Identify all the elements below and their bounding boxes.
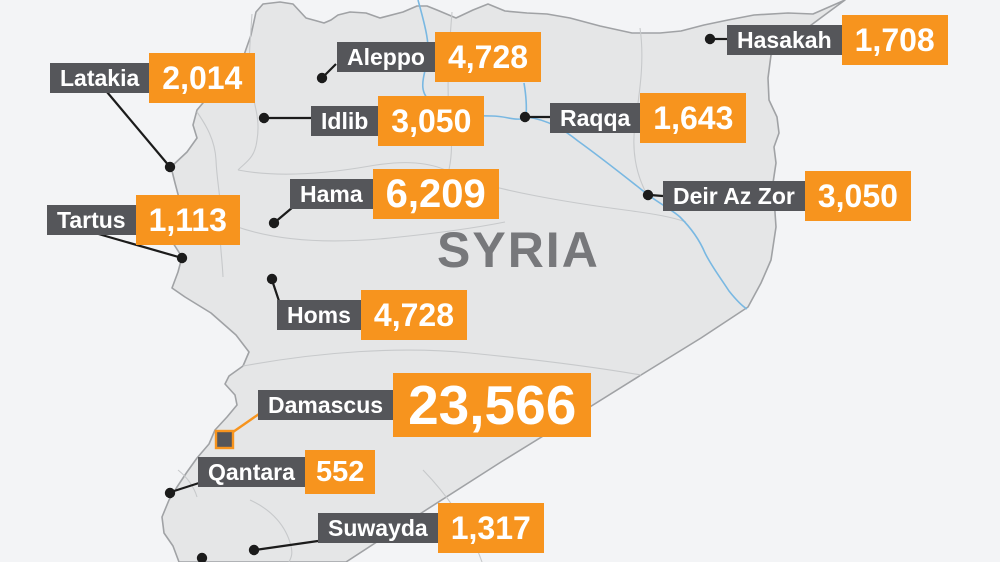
city-value: 6,209	[372, 169, 499, 219]
city-value: 1,708	[841, 15, 948, 65]
city-value: 23,566	[393, 373, 592, 437]
city-value: 1,113	[135, 195, 240, 245]
city-value: 552	[304, 450, 376, 494]
city-name: Latakia	[50, 63, 150, 93]
city-dot-deir-az-zor	[642, 189, 654, 201]
label-aleppo: Aleppo 4,728	[337, 32, 542, 82]
city-name: Idlib	[311, 106, 379, 136]
city-value: 1,643	[640, 93, 747, 143]
city-value: 2,014	[149, 53, 256, 103]
label-suwayda: Suwayda 1,317	[318, 503, 544, 553]
city-dot-suwayda	[248, 544, 260, 556]
label-latakia: Latakia 2,014	[50, 53, 256, 103]
label-hasakah: Hasakah 1,708	[727, 15, 948, 65]
city-name: Deir Az Zor	[663, 181, 805, 211]
label-tartus: Tartus 1,113	[47, 195, 240, 245]
city-dot-qantara	[164, 487, 176, 499]
city-name: Homs	[277, 300, 361, 330]
city-dot-hasakah	[704, 33, 716, 45]
label-deir-az-zor: Deir Az Zor 3,050	[663, 171, 911, 221]
city-dot-south	[196, 552, 208, 562]
damascus-leader-line	[232, 413, 260, 433]
city-name: Hama	[290, 179, 373, 209]
city-dot-latakia	[164, 161, 176, 173]
label-hama: Hama 6,209	[290, 169, 499, 219]
city-value: 3,050	[378, 96, 485, 146]
label-damascus: Damascus 23,566	[258, 373, 592, 437]
city-name: Qantara	[198, 457, 305, 487]
country-name: SYRIA	[437, 222, 600, 278]
damascus-marker-square	[214, 429, 235, 450]
city-dot-tartus	[176, 252, 188, 264]
label-idlib: Idlib 3,050	[311, 96, 485, 146]
city-dot-idlib	[258, 112, 270, 124]
city-dots	[164, 33, 716, 562]
city-name: Raqqa	[550, 103, 641, 133]
city-value: 4,728	[360, 290, 467, 340]
city-name: Aleppo	[337, 42, 435, 72]
city-value: 1,317	[437, 503, 544, 553]
label-qantara: Qantara 552	[198, 450, 376, 494]
city-name: Tartus	[47, 205, 136, 235]
city-value: 4,728	[434, 32, 542, 82]
city-value: 3,050	[804, 171, 911, 221]
label-homs: Homs 4,728	[277, 290, 467, 340]
label-raqqa: Raqqa 1,643	[550, 93, 747, 143]
city-name: Damascus	[258, 390, 394, 420]
city-dot-homs	[266, 273, 278, 285]
city-name: Hasakah	[727, 25, 842, 55]
city-dot-aleppo	[316, 72, 328, 84]
city-name: Suwayda	[318, 513, 438, 543]
city-dot-hama	[268, 217, 280, 229]
city-dot-raqqa	[519, 111, 531, 123]
